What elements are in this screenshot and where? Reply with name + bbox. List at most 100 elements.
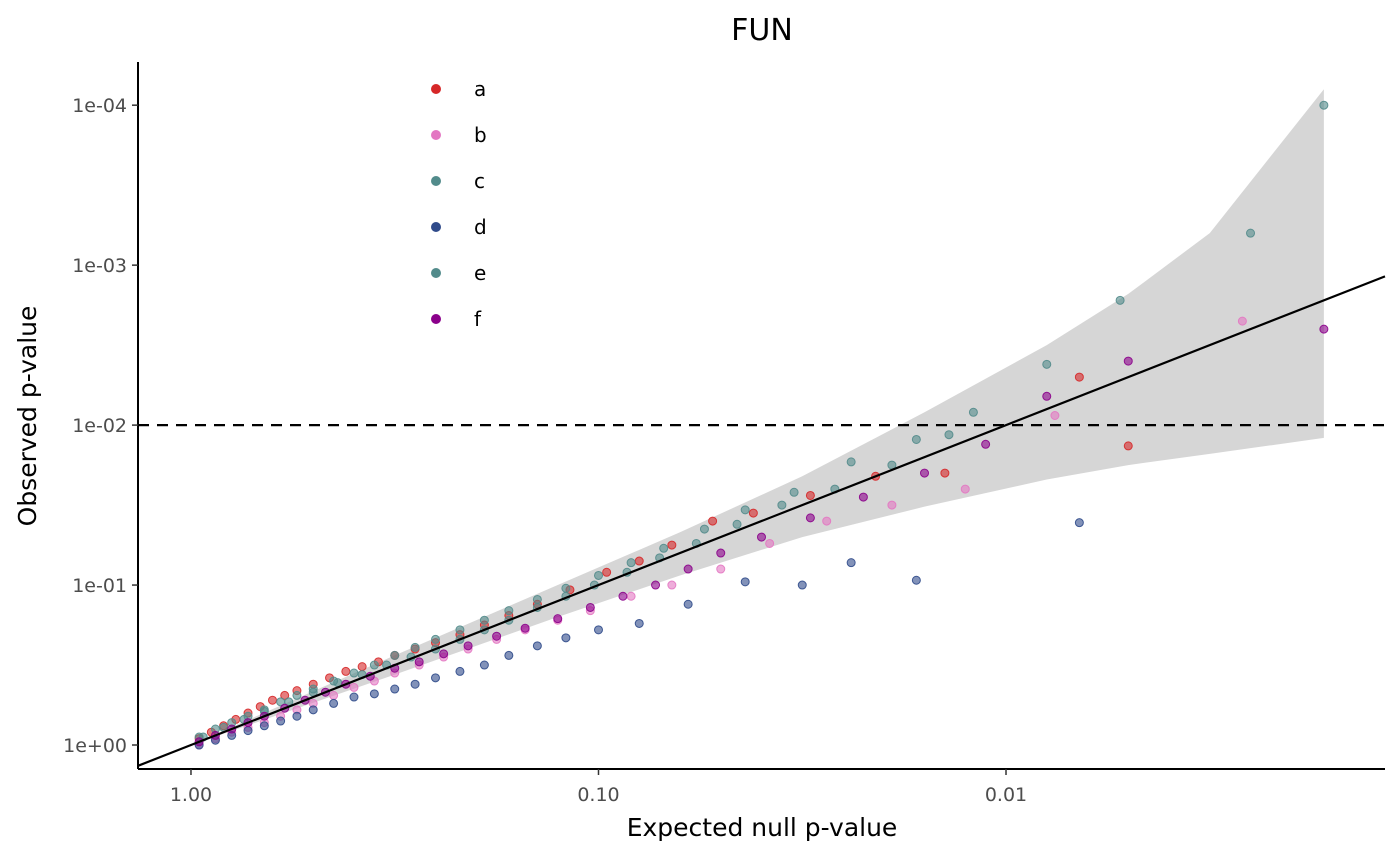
point-a [1074,372,1084,382]
point-a [708,516,718,526]
point-a [341,666,351,676]
point-a [940,468,950,478]
point-e [1246,228,1256,238]
point-a [1123,441,1133,451]
y-tick-label: 1e-02 [72,415,127,437]
y-axis-title: Observed p-value [13,306,42,527]
x-tick-label: 1.00 [170,784,212,806]
y-tick-label: 1e-01 [72,575,127,597]
point-a [357,662,367,672]
point-c [1115,295,1125,305]
point-b [765,538,775,548]
legend-label-d: d [474,215,487,239]
legend-label-b: b [474,123,487,147]
legend-label-c: c [474,169,485,193]
point-b [349,682,359,692]
point-e [944,430,954,440]
point-d [455,666,465,676]
point-f [1123,356,1133,366]
point-d [410,679,420,689]
point-d [504,650,514,660]
point-f [683,564,693,574]
y-tick-label: 1e+00 [63,735,127,757]
point-d [593,625,603,635]
point-d [243,726,253,736]
point-a [280,690,290,700]
point-f [618,591,628,601]
chart-title: FUN [731,13,793,48]
legend-key-e [431,268,441,278]
point-f [1319,324,1329,334]
point-c [504,606,514,616]
point-b [716,564,726,574]
point-b [626,591,636,601]
point-d [634,618,644,628]
point-c [390,650,400,660]
y-tick-label: 1e-03 [72,255,127,277]
point-c [369,660,379,670]
point-e [732,519,742,529]
series-c [194,295,1125,742]
legend-key-a [431,84,441,94]
point-f [716,548,726,558]
point-f [651,580,661,590]
point-f [492,631,502,641]
point-d [1074,518,1084,528]
point-f [439,649,449,659]
point-c [532,594,542,604]
legend-label-a: a [474,77,486,101]
point-a [602,567,612,577]
point-d [479,660,489,670]
confidence-band-area [190,89,1324,746]
point-f [757,532,766,542]
point-c [846,457,856,467]
reference-lines [137,275,1386,767]
point-d [430,673,440,683]
point-c [292,690,302,700]
point-a [805,490,815,500]
point-e [777,500,787,510]
point-f [520,623,530,633]
point-c [430,634,440,644]
point-c [349,668,359,678]
point-e [1319,100,1329,110]
point-f [585,602,595,612]
point-f [805,513,815,523]
point-c [561,583,571,593]
point-c [911,434,921,444]
confidence-band [190,89,1324,746]
legend-key-b [431,130,441,140]
point-b [822,516,832,526]
point-b [1237,316,1247,326]
identity-line [137,275,1386,767]
point-c [455,625,465,635]
point-a [634,556,644,566]
point-c [593,570,603,580]
legend-key-f [431,314,441,324]
point-f [553,614,563,624]
point-a [667,540,677,550]
point-f [858,492,868,502]
point-c [659,543,669,553]
point-d [797,580,807,590]
point-e [1042,359,1052,369]
point-d [329,698,339,708]
point-c [410,642,420,652]
point-b [329,690,339,700]
point-f [414,657,424,667]
point-d [259,721,269,731]
series-d [194,518,1084,750]
point-c [968,407,978,417]
point-b [1050,411,1060,420]
point-f [463,641,473,651]
point-d [846,558,856,568]
point-d [349,692,359,702]
point-c [479,615,489,625]
x-axis-title: Expected null p-value [627,813,898,842]
axes: 1.00 0.10 0.01 1e+00 1e-01 1e-02 1e-03 1e-04 [63,62,1385,806]
point-a [748,508,758,518]
legend-key-c [431,176,441,186]
point-d [532,641,542,651]
